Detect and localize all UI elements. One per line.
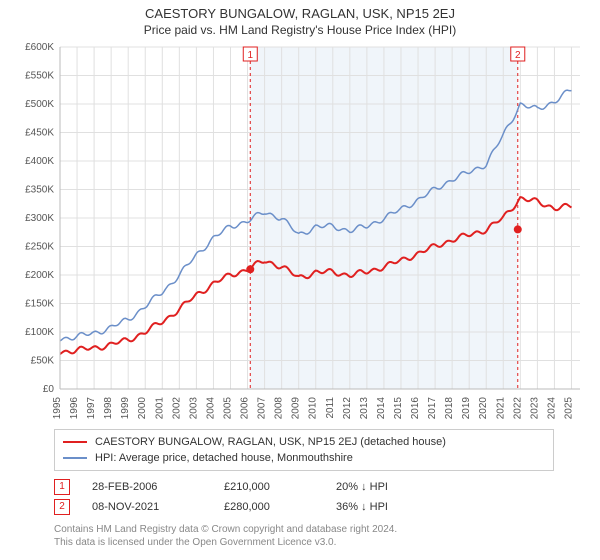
event-row: 1 28-FEB-2006 £210,000 20% ↓ HPI	[54, 477, 554, 497]
legend-item: CAESTORY BUNGALOW, RAGLAN, USK, NP15 2EJ…	[63, 434, 545, 450]
y-tick-label: £550K	[25, 71, 54, 82]
x-tick-label: 2022	[512, 397, 523, 420]
event-marker-label: 2	[515, 50, 521, 61]
chart-title: CAESTORY BUNGALOW, RAGLAN, USK, NP15 2EJ	[10, 6, 590, 21]
attribution-footer: Contains HM Land Registry data © Crown c…	[54, 523, 590, 549]
x-tick-label: 2025	[563, 397, 574, 420]
event-price: £280,000	[224, 497, 314, 517]
y-tick-label: £450K	[25, 128, 54, 139]
event-table: 1 28-FEB-2006 £210,000 20% ↓ HPI 2 08-NOV-202…	[54, 477, 554, 517]
y-tick-label: £400K	[25, 156, 54, 167]
event-diff: 20% ↓ HPI	[336, 477, 436, 497]
x-tick-label: 2008	[274, 397, 285, 420]
x-tick-label: 2021	[495, 397, 506, 420]
event-date: 28-FEB-2006	[92, 477, 202, 497]
price-chart: £0 £50K £100K £150K £200K £250K £300K £350K £400…	[10, 43, 590, 423]
x-tick-label: 2004	[205, 397, 216, 420]
x-tick-label: 2011	[325, 397, 336, 419]
x-tick-label: 1995	[52, 397, 63, 420]
x-tick-label: 2003	[188, 397, 199, 420]
x-tick-label: 2010	[308, 397, 319, 420]
x-tick-label: 2019	[461, 397, 472, 420]
legend-label: HPI: Average price, detached house, Monm…	[95, 450, 353, 466]
footer-line-1: Contains HM Land Registry data © Crown c…	[54, 523, 590, 536]
x-tick-label: 2012	[342, 397, 353, 420]
event-number-box: 1	[54, 479, 70, 495]
x-tick-label: 2016	[410, 397, 421, 420]
x-tick-label: 2014	[376, 397, 387, 420]
x-tick-label: 2002	[171, 397, 182, 420]
y-tick-label: £300K	[25, 213, 54, 224]
x-tick-label: 1999	[120, 397, 131, 420]
legend-label: CAESTORY BUNGALOW, RAGLAN, USK, NP15 2EJ…	[95, 434, 446, 450]
x-tick-label: 2017	[427, 397, 438, 420]
x-tick-label: 2001	[154, 397, 165, 420]
y-tick-label: £50K	[31, 356, 55, 367]
chart-subtitle: Price paid vs. HM Land Registry's House …	[10, 23, 590, 37]
x-tick-label: 2018	[444, 397, 455, 420]
price-marker	[514, 225, 522, 233]
legend-item: HPI: Average price, detached house, Monm…	[63, 450, 545, 466]
y-tick-label: £200K	[25, 270, 54, 281]
x-tick-label: 2020	[478, 397, 489, 420]
price-marker	[246, 265, 254, 273]
footer-line-2: This data is licensed under the Open Gov…	[54, 536, 590, 549]
y-tick-label: £350K	[25, 185, 54, 196]
event-number-box: 2	[54, 499, 70, 515]
x-tick-label: 2006	[240, 397, 251, 420]
x-tick-label: 2013	[359, 397, 370, 420]
y-tick-label: £500K	[25, 99, 54, 110]
x-tick-label: 2023	[529, 397, 540, 420]
x-tick-label: 1996	[69, 397, 80, 420]
x-tick-label: 2024	[546, 397, 557, 420]
y-tick-label: £0	[43, 384, 55, 395]
y-tick-label: £150K	[25, 299, 54, 310]
legend-swatch	[63, 441, 87, 443]
event-row: 2 08-NOV-2021 £280,000 36% ↓ HPI	[54, 497, 554, 517]
y-tick-label: £100K	[25, 327, 54, 338]
x-tick-label: 1997	[86, 397, 97, 420]
y-tick-label: £600K	[25, 43, 54, 53]
y-tick-label: £250K	[25, 242, 54, 253]
legend-swatch	[63, 457, 87, 459]
x-tick-label: 2007	[257, 397, 268, 420]
x-tick-label: 2009	[291, 397, 302, 420]
x-tick-label: 2005	[222, 397, 233, 420]
event-diff: 36% ↓ HPI	[336, 497, 436, 517]
event-marker-label: 1	[247, 50, 253, 61]
event-price: £210,000	[224, 477, 314, 497]
x-tick-label: 1998	[103, 397, 114, 420]
legend: CAESTORY BUNGALOW, RAGLAN, USK, NP15 2EJ…	[54, 429, 554, 471]
x-tick-label: 2000	[137, 397, 148, 420]
x-tick-label: 2015	[393, 397, 404, 420]
event-date: 08-NOV-2021	[92, 497, 202, 517]
